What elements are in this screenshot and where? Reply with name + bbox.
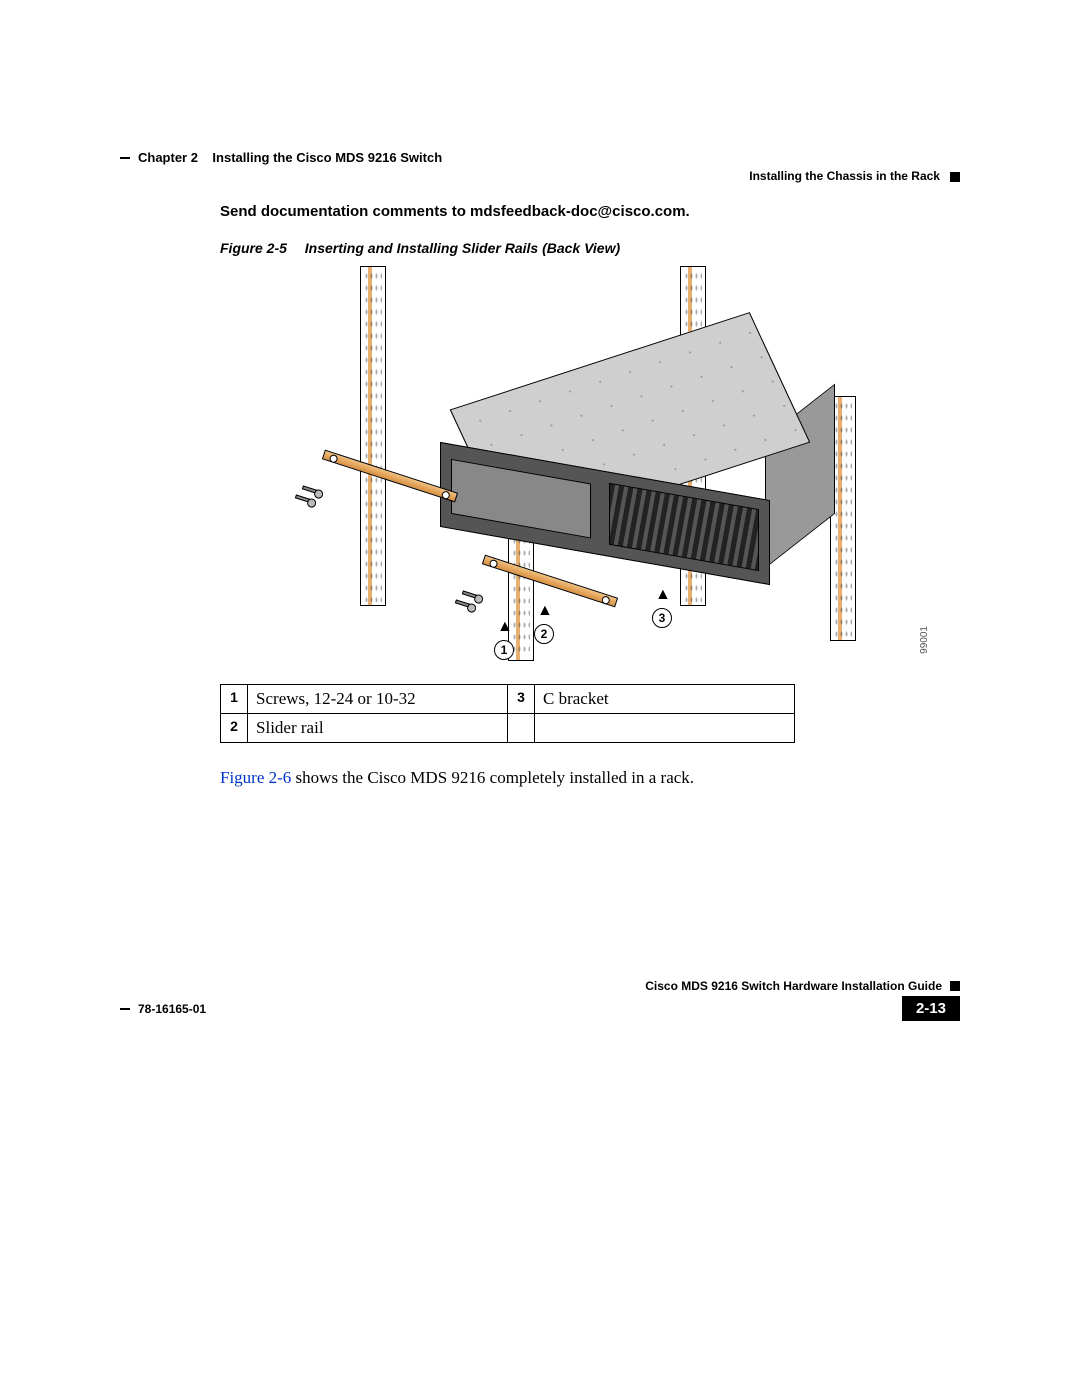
figure-legend-table: 1 Screws, 12-24 or 10-32 3 C bracket 2 S… [220,684,795,743]
slider-rail-upper [322,450,458,503]
rule-icon [120,157,130,159]
screw-3 [462,590,480,599]
figure-2-5: ▲ 1 ▲ 2 ▲ 3 99001 [240,266,920,666]
arrow-icon: ▲ [537,602,553,620]
legend-text [535,714,795,743]
body-paragraph: Figure 2-6 shows the Cisco MDS 9216 comp… [220,767,960,790]
screw-4 [455,599,473,608]
footer-top: Cisco MDS 9216 Switch Hardware Installat… [120,979,960,993]
guide-title: Cisco MDS 9216 Switch Hardware Installat… [645,979,942,993]
legend-num: 2 [221,714,248,743]
callout-1: 1 [494,640,514,660]
page-footer: Cisco MDS 9216 Switch Hardware Installat… [120,979,960,1021]
chapter-number: Chapter 2 [138,150,198,165]
legend-text: C bracket [535,685,795,714]
footer-left: 78-16165-01 [120,1002,206,1016]
section-title: Installing the Chassis in the Rack [749,169,940,183]
square-icon [950,981,960,991]
square-icon [950,172,960,182]
table-row: 2 Slider rail [221,714,795,743]
figure-xref-link[interactable]: Figure 2-6 [220,768,291,787]
page-number-badge: 2-13 [902,996,960,1021]
figure-caption: Figure 2-5 Inserting and Installing Slid… [220,240,960,256]
body-rest: shows the Cisco MDS 9216 completely inst… [291,768,694,787]
footer-bottom: 78-16165-01 2-13 [120,996,960,1021]
running-subheader: Installing the Chassis in the Rack [120,169,960,183]
running-header: Chapter 2 Installing the Cisco MDS 9216 … [120,150,960,165]
header-left: Chapter 2 Installing the Cisco MDS 9216 … [120,150,442,165]
legend-num: 3 [507,685,534,714]
slider-rail-lower [482,555,618,608]
arrow-icon: ▲ [655,586,671,604]
legend-num: 1 [221,685,248,714]
callout-3: 3 [652,608,672,628]
table-row: 1 Screws, 12-24 or 10-32 3 C bracket [221,685,795,714]
page-content: Chapter 2 Installing the Cisco MDS 9216 … [120,150,960,790]
doc-number: 78-16165-01 [138,1002,206,1016]
chassis-vents [609,483,759,571]
screw-2 [295,494,313,503]
chassis-panel [451,459,591,539]
legend-text: Slider rail [248,714,508,743]
screw-1 [302,485,320,494]
legend-text: Screws, 12-24 or 10-32 [248,685,508,714]
callout-2: 2 [534,624,554,644]
figure-title: Inserting and Installing Slider Rails (B… [305,240,620,256]
figure-label: Figure 2-5 [220,240,287,256]
chapter-title: Installing the Cisco MDS 9216 Switch [212,150,442,165]
arrow-icon: ▲ [497,618,513,636]
rule-icon [120,1008,130,1010]
rack-post-left-rear [360,266,386,606]
legend-num [507,714,534,743]
feedback-line: Send documentation comments to mdsfeedba… [220,203,960,220]
figure-image-id: 99001 [919,626,930,654]
chapter-label: Chapter 2 Installing the Cisco MDS 9216 … [138,150,442,165]
